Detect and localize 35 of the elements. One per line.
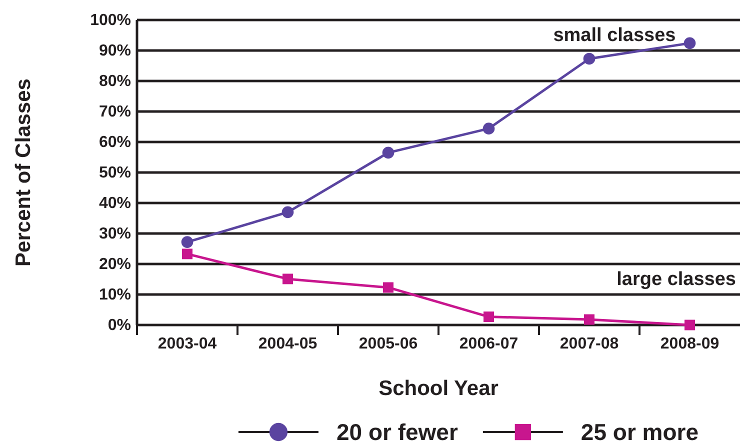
legend-label: 25 or more [580, 419, 699, 445]
x-tick-label: 2007-08 [560, 335, 619, 352]
x-tick-label: 2003-04 [158, 335, 217, 352]
y-tick-label: 0% [108, 317, 131, 334]
point [181, 236, 194, 248]
y-tick-label: 10% [98, 286, 131, 304]
y-tick-label: 30% [98, 226, 131, 243]
point [484, 312, 494, 322]
annotation: large classes [616, 269, 736, 290]
point [182, 248, 192, 260]
point [684, 37, 696, 50]
point [383, 282, 394, 293]
y-axis-title: Percent of Classes [12, 78, 35, 266]
point [684, 320, 695, 330]
point [282, 206, 294, 218]
y-tick-label: 70% [98, 104, 131, 121]
x-tick-label: 2008-09 [660, 335, 720, 352]
point [482, 122, 495, 134]
point [382, 146, 394, 159]
annotation: small classes [553, 25, 676, 46]
point [584, 314, 594, 325]
x-tick-label: 2005-06 [358, 335, 418, 352]
legend-label: 20 or fewer [336, 419, 458, 445]
x-axis-title: School Year [378, 377, 498, 400]
point [282, 274, 293, 284]
y-tick-label: 60% [98, 134, 131, 152]
x-tick-label: 2004-05 [258, 335, 318, 352]
y-tick-label: 50% [98, 164, 131, 182]
point [583, 52, 596, 65]
y-tick-label: 80% [98, 73, 131, 90]
x-tick-label: 2006-07 [459, 335, 518, 352]
y-tick-label: 100% [90, 12, 131, 30]
y-tick-label: 20% [98, 256, 131, 274]
y-tick-label: 40% [98, 195, 131, 212]
y-tick-label: 90% [98, 42, 131, 60]
